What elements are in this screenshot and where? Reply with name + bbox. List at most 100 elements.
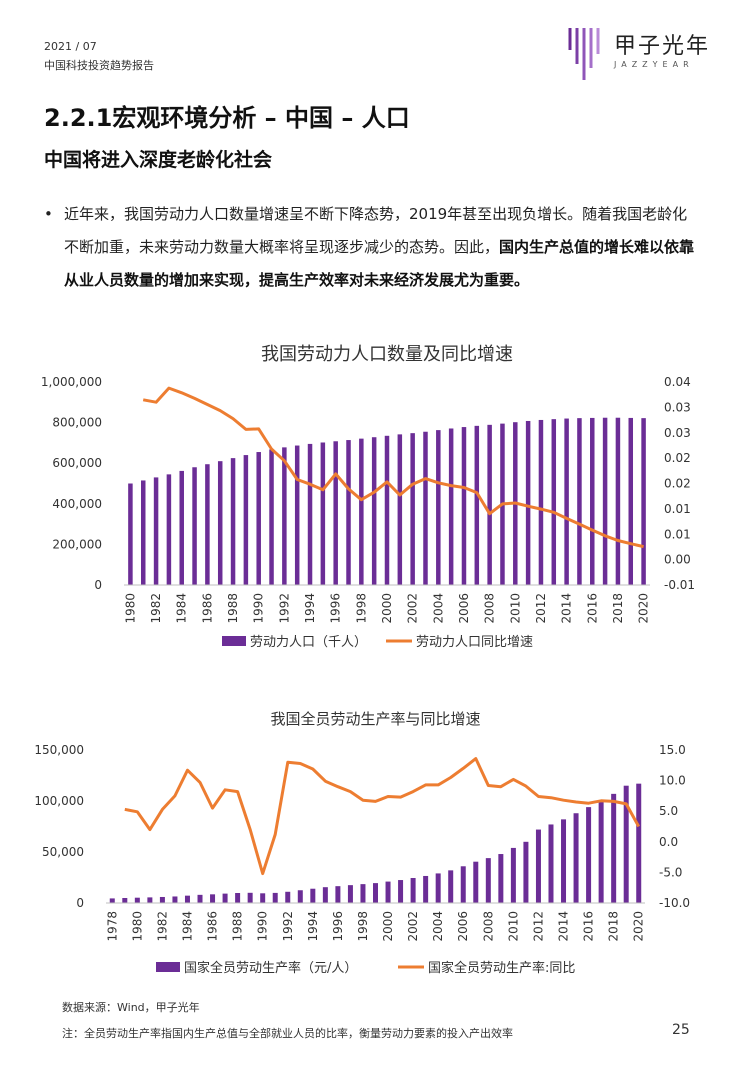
y-left-tick-label: 100,000 bbox=[34, 794, 84, 808]
bar bbox=[460, 866, 466, 903]
bar bbox=[256, 452, 261, 585]
x-tick-label: 1982 bbox=[149, 593, 163, 624]
bar bbox=[498, 854, 504, 903]
report-name: 中国科技投资趋势报告 bbox=[44, 59, 154, 72]
bar bbox=[535, 829, 541, 903]
bar bbox=[385, 881, 391, 903]
x-tick-label: 2010 bbox=[506, 911, 520, 942]
x-tick-label: 2016 bbox=[582, 911, 596, 942]
y-right-tick-label: -10.0 bbox=[659, 896, 690, 910]
x-tick-label: 2018 bbox=[611, 593, 625, 624]
bar bbox=[222, 893, 228, 903]
brand-logo: 甲子光年 JAZZYEAR bbox=[566, 24, 716, 86]
bar bbox=[260, 893, 266, 903]
x-tick-label: 2000 bbox=[380, 593, 394, 624]
bullet-plain-text: 近年来，我国劳动力人口数量增速呈不断下降态势，2019年甚至出现负增长。随着我国… bbox=[64, 205, 688, 256]
x-tick-label: 2006 bbox=[456, 911, 470, 942]
bar bbox=[538, 419, 544, 585]
logo-name-en: JAZZYEAR bbox=[614, 60, 694, 69]
bar bbox=[282, 447, 287, 585]
x-tick-label: 1984 bbox=[180, 911, 194, 942]
y-right-tick-label: 5.0 bbox=[659, 804, 678, 818]
bar bbox=[525, 420, 531, 585]
bar bbox=[611, 793, 617, 903]
bar bbox=[335, 886, 341, 903]
bar bbox=[485, 858, 491, 903]
x-tick-label: 2010 bbox=[508, 593, 522, 624]
bar bbox=[159, 896, 165, 903]
bar bbox=[448, 870, 454, 903]
x-tick-label: 2002 bbox=[406, 911, 420, 942]
bar bbox=[172, 896, 178, 903]
report-date: 2021 / 07 bbox=[44, 40, 97, 53]
bar bbox=[615, 417, 621, 585]
x-tick-label: 2016 bbox=[585, 593, 599, 624]
y-left-tick-label: 200,000 bbox=[52, 537, 102, 551]
bullet-dot: • bbox=[44, 205, 53, 223]
bar bbox=[564, 418, 569, 585]
bar bbox=[636, 783, 642, 903]
y-left-tick-label: 1,000,000 bbox=[41, 375, 102, 389]
bar bbox=[243, 455, 249, 585]
x-tick-label: 2014 bbox=[557, 911, 571, 942]
page-title: 2.2.1宏观环境分析 – 中国 – 人口 bbox=[44, 104, 410, 132]
y-left-tick-label: 150,000 bbox=[34, 743, 84, 757]
bar bbox=[333, 441, 338, 585]
bar bbox=[410, 433, 415, 585]
bar bbox=[140, 480, 146, 585]
x-tick-label: 1998 bbox=[354, 593, 368, 624]
x-tick-label: 1978 bbox=[105, 911, 119, 942]
chart-title: 我国全员劳动生产率与同比增速 bbox=[270, 710, 480, 728]
bar bbox=[307, 443, 313, 585]
y-right-tick-label: 0.03 bbox=[664, 426, 691, 440]
x-tick-label: 1990 bbox=[252, 593, 266, 624]
x-tick-label: 1994 bbox=[303, 593, 317, 624]
bar bbox=[179, 470, 184, 585]
bar bbox=[134, 897, 140, 903]
bar bbox=[586, 807, 592, 903]
data-source: 数据来源：Wind，甲子光年 bbox=[62, 1001, 200, 1014]
y-left-tick-label: 0 bbox=[76, 896, 84, 910]
bar bbox=[122, 898, 128, 903]
x-tick-label: 1996 bbox=[329, 593, 343, 624]
bar bbox=[285, 891, 291, 903]
bar bbox=[474, 425, 480, 585]
bar bbox=[436, 430, 441, 585]
y-right-tick-label: 0.00 bbox=[664, 553, 691, 567]
bar bbox=[510, 847, 516, 903]
page-number: 25 bbox=[672, 1022, 690, 1038]
bar bbox=[359, 438, 364, 585]
y-left-tick-label: 0 bbox=[94, 578, 102, 592]
legend-bar-label: 国家全员劳动生产率（元/人） bbox=[184, 960, 357, 976]
bar bbox=[322, 887, 328, 903]
bar bbox=[217, 461, 223, 585]
bar bbox=[641, 418, 646, 585]
growth-line bbox=[124, 757, 641, 876]
bar bbox=[397, 434, 403, 585]
x-tick-label: 2008 bbox=[481, 911, 495, 942]
legend-bar-swatch bbox=[156, 962, 180, 972]
bar bbox=[166, 474, 172, 585]
productivity-chart: 我国全员劳动生产率与同比增速 0 50,000 100,000 150,000 -10.0… bbox=[34, 710, 690, 976]
y-left-tick-label: 50,000 bbox=[42, 845, 84, 859]
legend-line-label: 劳动力人口同比增速 bbox=[416, 634, 533, 650]
bar bbox=[577, 418, 582, 585]
bar bbox=[230, 458, 236, 585]
bar bbox=[247, 892, 253, 903]
y-right-tick-label: 0.01 bbox=[664, 502, 691, 516]
x-tick-label: 1980 bbox=[123, 593, 137, 624]
bar bbox=[346, 440, 351, 585]
chart-title: 我国劳动力人口数量及同比增速 bbox=[261, 344, 513, 365]
bar bbox=[548, 824, 554, 903]
legend-bar-swatch bbox=[222, 636, 246, 646]
x-tick-label: 2000 bbox=[381, 911, 395, 942]
bullet-paragraph: • 近年来，我国劳动力人口数量增速呈不断下降态势，2019年甚至出现负增长。随着… bbox=[44, 198, 696, 297]
page-subtitle: 中国将进入深度老龄化社会 bbox=[44, 149, 273, 171]
bar bbox=[192, 467, 197, 585]
legend-line-label: 国家全员劳动生产率:同比 bbox=[428, 960, 575, 976]
x-tick-label: 2008 bbox=[483, 593, 497, 624]
bar bbox=[347, 885, 353, 903]
bar bbox=[128, 483, 133, 585]
x-tick-label: 2020 bbox=[637, 593, 651, 624]
x-tick-label: 2020 bbox=[632, 911, 646, 942]
